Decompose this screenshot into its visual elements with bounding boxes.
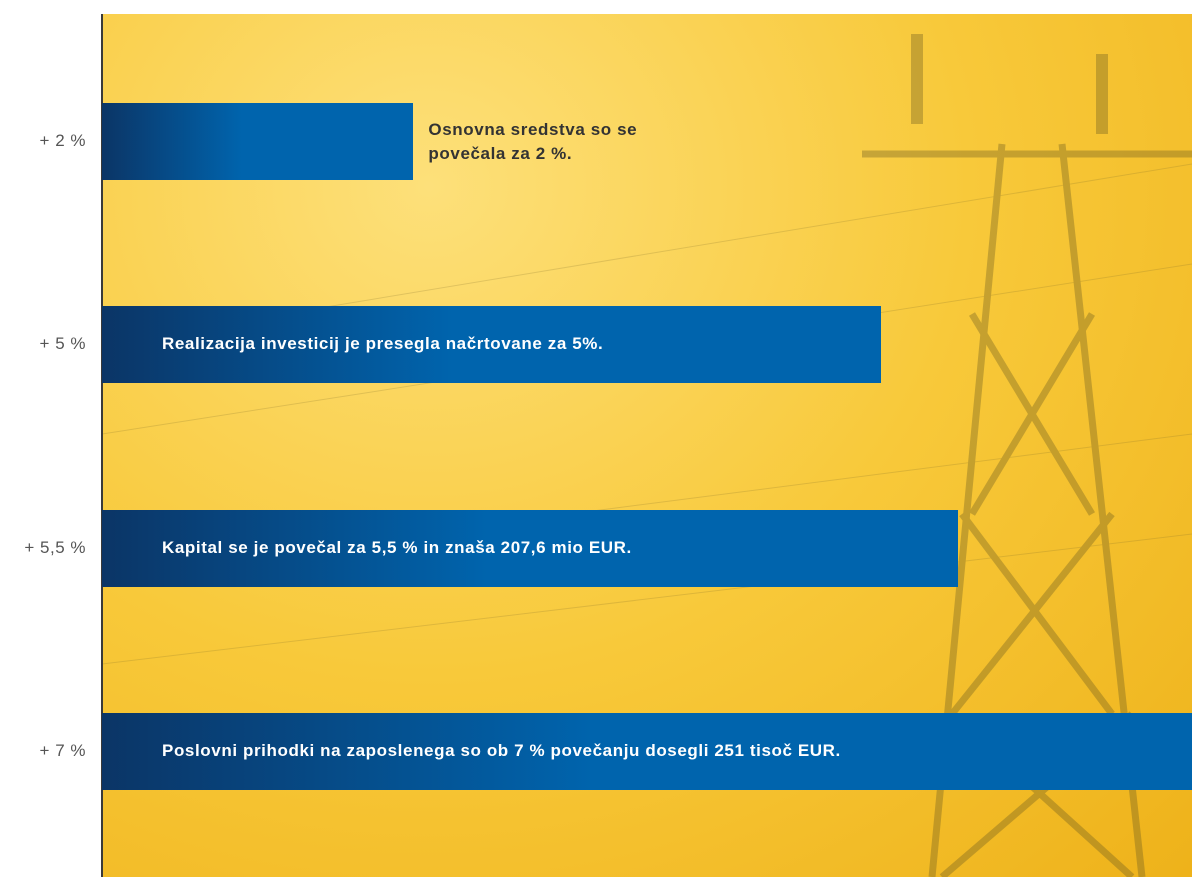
value-label: + 5 % <box>39 334 86 354</box>
axis-line <box>101 14 103 877</box>
bar <box>102 103 414 180</box>
bar-description: Kapital se je povečal za 5,5 % in znaša … <box>162 537 632 557</box>
bar-description: Osnovna sredstva so se povečala za 2 %. <box>428 120 638 163</box>
bar <box>102 306 881 384</box>
value-label: + 7 % <box>39 740 86 760</box>
bar <box>102 509 959 587</box>
value-label: + 2 % <box>39 131 86 150</box>
bar-description: Realizacija investicij je presegla načrt… <box>162 334 604 354</box>
value-label: + 5,5 % <box>24 537 86 557</box>
bar-description: Poslovni prihodki na zaposlenega so ob 7… <box>162 740 841 760</box>
bar <box>102 712 1192 790</box>
